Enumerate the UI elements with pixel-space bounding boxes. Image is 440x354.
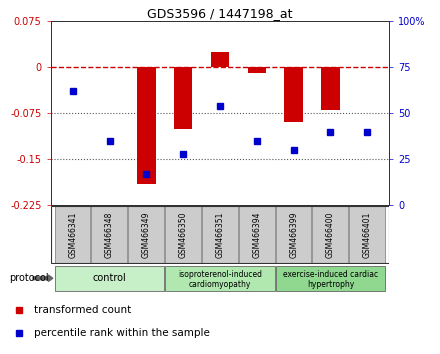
- Text: GSM466341: GSM466341: [68, 211, 77, 258]
- Text: GSM466350: GSM466350: [179, 211, 188, 258]
- Text: GSM466351: GSM466351: [216, 211, 224, 258]
- FancyBboxPatch shape: [275, 206, 312, 263]
- Text: percentile rank within the sample: percentile rank within the sample: [34, 328, 210, 338]
- Text: cardiomyopathy: cardiomyopathy: [189, 280, 251, 289]
- Text: GSM466400: GSM466400: [326, 211, 335, 258]
- Bar: [321, 67, 340, 110]
- Text: protocol: protocol: [9, 273, 48, 283]
- Text: GSM466401: GSM466401: [363, 211, 372, 258]
- FancyBboxPatch shape: [92, 206, 127, 263]
- FancyBboxPatch shape: [349, 206, 385, 263]
- Text: hypertrophy: hypertrophy: [307, 280, 354, 289]
- FancyBboxPatch shape: [165, 206, 201, 263]
- Text: GSM466348: GSM466348: [105, 211, 114, 258]
- FancyBboxPatch shape: [55, 266, 165, 291]
- Text: isoproterenol-induced: isoproterenol-induced: [178, 270, 262, 279]
- Text: exercise-induced cardiac: exercise-induced cardiac: [283, 270, 378, 279]
- Text: GSM466349: GSM466349: [142, 211, 151, 258]
- Bar: [248, 67, 266, 73]
- FancyBboxPatch shape: [275, 266, 385, 291]
- Bar: [284, 67, 303, 122]
- Bar: [211, 52, 229, 67]
- Bar: [174, 67, 192, 129]
- Text: GSM466394: GSM466394: [252, 211, 261, 258]
- FancyBboxPatch shape: [239, 206, 275, 263]
- Bar: [137, 67, 156, 184]
- FancyBboxPatch shape: [202, 206, 238, 263]
- Title: GDS3596 / 1447198_at: GDS3596 / 1447198_at: [147, 7, 293, 20]
- FancyBboxPatch shape: [55, 206, 90, 263]
- FancyBboxPatch shape: [128, 206, 164, 263]
- FancyBboxPatch shape: [312, 206, 348, 263]
- Text: control: control: [93, 273, 126, 283]
- FancyBboxPatch shape: [165, 266, 275, 291]
- Text: GSM466399: GSM466399: [289, 211, 298, 258]
- Text: transformed count: transformed count: [34, 305, 132, 315]
